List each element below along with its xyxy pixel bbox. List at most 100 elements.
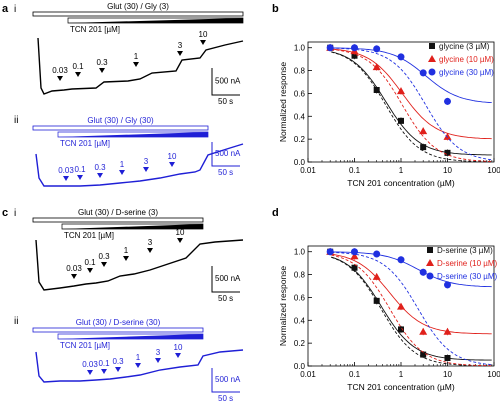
bath-label: Glut (30) / Gly (3)	[107, 2, 169, 11]
drug-label: TCN 201 [µM]	[60, 341, 110, 350]
data-point	[397, 256, 405, 264]
legend-label: D-serine (3 µM)	[437, 246, 493, 255]
data-point	[372, 63, 381, 71]
panel-label-d: d	[272, 207, 279, 219]
dose-label: 1	[136, 353, 141, 362]
dose-arrow	[87, 370, 93, 375]
dose-label: 0.3	[96, 58, 108, 67]
y-tick-label: 0.2	[294, 135, 306, 144]
data-point	[420, 144, 427, 151]
dose-label: 3	[144, 157, 149, 166]
dose-arrow	[133, 62, 139, 67]
dose-arrow	[119, 170, 125, 175]
legend-marker	[426, 272, 434, 280]
trace-panel-a-i: Glut (30) / Gly (3) TCN 201 [µM] 0.03 0.1 0.…	[32, 2, 244, 106]
bath-application-bar	[32, 327, 204, 333]
bath-application-bar	[32, 217, 204, 223]
dose-arrow	[101, 262, 107, 267]
dose-label: 1	[124, 246, 129, 255]
dose-label: 1	[134, 52, 139, 61]
bath-label: Glut (30) / D-serine (3)	[78, 208, 158, 217]
dose-arrow	[57, 76, 63, 81]
x-tick-label: 0.01	[300, 370, 316, 379]
trace-panel-a-ii: Glut (30) / Gly (30) TCN 201 [µM] 0.03 0.1 0…	[32, 116, 244, 187]
dose-arrow	[97, 173, 103, 178]
scale-x-label: 50 s	[218, 97, 233, 106]
x-tick-label: 1	[399, 166, 404, 175]
panel-label-c: c	[2, 207, 8, 219]
data-point	[373, 87, 380, 93]
dose-label: 0.3	[112, 357, 124, 366]
y-tick-label: 0.4	[294, 112, 306, 121]
y-tick-label: 0.6	[294, 89, 306, 98]
scale-bar	[211, 266, 240, 293]
scale-bar	[211, 68, 240, 96]
x-axis-label: TCN 201 concentration (µM)	[347, 178, 455, 188]
data-point	[373, 45, 381, 53]
x-tick-label: 100	[487, 166, 500, 175]
scale-x-label: 50 s	[218, 294, 233, 303]
panel-label-c-i: i	[14, 208, 16, 219]
dose-arrow	[155, 358, 161, 363]
legend-marker	[427, 247, 433, 253]
legend-marker	[428, 68, 436, 76]
trace-panel-c-ii: Glut (30) / D-serine (30) TCN 201 [µM] 0.0…	[32, 318, 244, 403]
dose-label: 0.03	[82, 360, 98, 369]
data-point	[351, 52, 358, 59]
x-tick-label: 10	[443, 370, 452, 379]
x-tick-label: 0.1	[349, 370, 361, 379]
data-point	[419, 127, 428, 135]
y-axis-label: Normalized response	[278, 62, 288, 143]
legend-label: D-serine (30 µM)	[437, 272, 498, 281]
panel-label-a: a	[2, 3, 9, 15]
fit-curve-full-inhibition	[331, 48, 492, 162]
scale-y-label: 500 nA	[215, 149, 241, 158]
data-point	[444, 355, 451, 361]
y-tick-label: 0.0	[294, 362, 306, 371]
panel-label-b: b	[272, 3, 279, 15]
drug-label: TCN 201 [µM]	[70, 25, 120, 34]
dose-arrow	[177, 51, 183, 56]
dose-label: 0.03	[52, 66, 68, 75]
bath-application-bar	[32, 11, 244, 17]
data-point	[372, 272, 381, 280]
y-tick-label: 0.2	[294, 339, 306, 348]
data-point	[419, 69, 427, 77]
data-point	[350, 252, 359, 260]
dose-arrow	[115, 367, 121, 372]
data-point	[443, 132, 452, 140]
dose-label: 0.3	[98, 252, 110, 261]
dose-label: 0.03	[66, 264, 82, 273]
dose-label: 0.1	[72, 62, 84, 71]
data-point	[373, 297, 380, 304]
dose-arrow	[63, 176, 69, 181]
dose-label: 10	[199, 30, 208, 39]
dose-arrow	[123, 256, 129, 261]
dose-label: 0.1	[98, 359, 110, 368]
scale-y-label: 500 nA	[215, 274, 241, 283]
legend-label: glycine (10 µM)	[439, 55, 494, 64]
data-point	[419, 327, 428, 335]
y-tick-label: 1.0	[294, 44, 306, 53]
x-tick-label: 10	[443, 166, 452, 175]
dose-label: 0.03	[58, 166, 74, 175]
y-tick-label: 1.0	[294, 248, 306, 257]
dose-label: 10	[168, 152, 177, 161]
data-point	[420, 351, 427, 358]
legend-marker	[426, 259, 434, 266]
drug-concentration-wedge	[68, 18, 243, 23]
scale-bar	[211, 368, 240, 393]
fit-curve	[331, 251, 492, 288]
y-tick-label: 0.8	[294, 271, 306, 280]
fit-curve-full-inhibition	[331, 51, 492, 163]
panel-label-c-ii: ii	[14, 316, 18, 327]
legend-marker	[429, 43, 435, 49]
dose-label: 10	[176, 228, 185, 237]
drug-label: TCN 201 [µM]	[64, 231, 114, 240]
data-point	[398, 326, 404, 333]
dose-label: 3	[178, 41, 183, 50]
fit-curve	[331, 47, 492, 104]
legend-label: D-serine (10 µM)	[437, 259, 498, 268]
data-point	[419, 268, 427, 276]
